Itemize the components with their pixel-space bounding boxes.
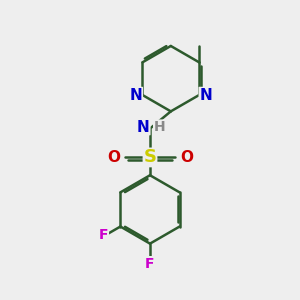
- Text: O: O: [180, 150, 193, 165]
- Text: O: O: [107, 150, 120, 165]
- Text: F: F: [99, 229, 108, 242]
- Text: F: F: [145, 257, 155, 271]
- Text: N: N: [137, 120, 150, 135]
- Text: N: N: [130, 88, 142, 103]
- Text: H: H: [154, 120, 165, 134]
- Text: N: N: [199, 88, 212, 103]
- Text: S: S: [143, 148, 157, 166]
